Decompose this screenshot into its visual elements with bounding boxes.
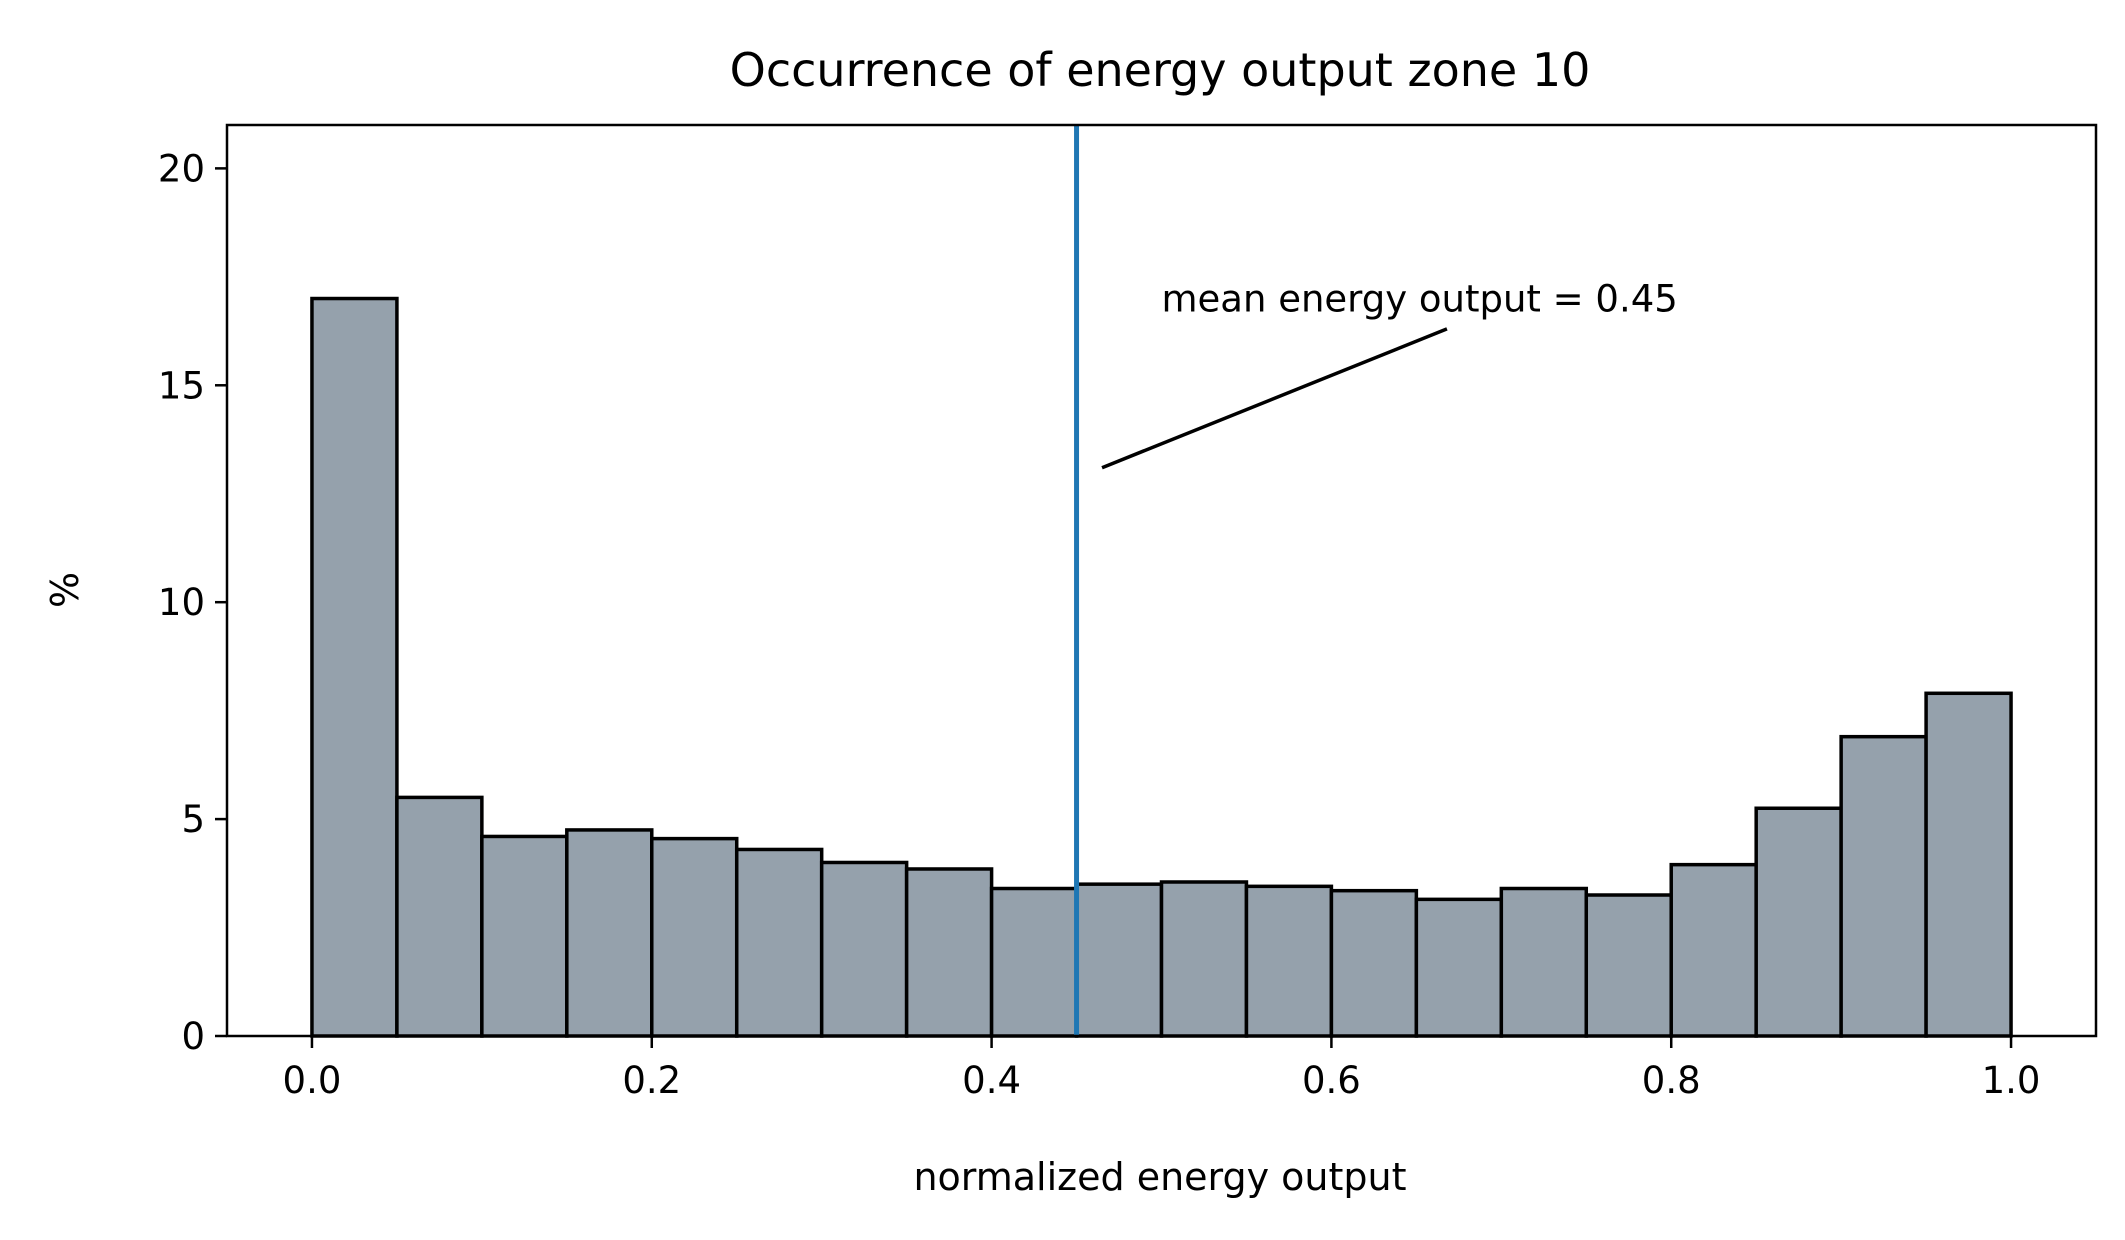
histogram-bar-7	[904, 867, 994, 1038]
histogram-bar-8	[989, 886, 1079, 1038]
histogram-bar-1	[395, 795, 484, 1038]
x-tick-label: 1.0	[1982, 1059, 2041, 1102]
histogram-bar-10	[1159, 880, 1249, 1038]
y-tick-label: 5	[181, 798, 205, 841]
histogram-bar-5	[734, 847, 824, 1038]
histogram-bar-13	[1414, 897, 1504, 1038]
y-tick-label: 15	[158, 364, 205, 407]
x-axis-label: normalized energy output	[913, 1155, 1406, 1199]
histogram-bar-14	[1499, 886, 1589, 1038]
histogram-bars	[310, 296, 2013, 1038]
y-tick-label: 20	[158, 147, 205, 190]
x-tick-label: 0.4	[962, 1059, 1021, 1102]
x-tick-label: 0.0	[283, 1059, 342, 1102]
histogram-bar-2	[480, 834, 569, 1038]
x-tick-label: 0.8	[1642, 1059, 1701, 1102]
histogram-bar-18	[1839, 734, 1928, 1038]
histogram-bar-15	[1584, 893, 1673, 1038]
annotation-arrow	[1101, 327, 1448, 470]
x-tick-label: 0.2	[622, 1059, 681, 1102]
x-axis-ticks: 0.0 0.2 0.4 0.6 0.8 1.0	[283, 1036, 2041, 1102]
mean-annotation: mean energy output = 0.45	[1162, 278, 1678, 321]
y-tick-label: 10	[158, 581, 205, 624]
histogram-bar-11	[1244, 884, 1334, 1038]
y-axis-label: %	[43, 572, 87, 608]
plot-frame	[225, 123, 2098, 1038]
histogram-bar-0	[310, 296, 399, 1038]
histogram-bar-4	[650, 836, 739, 1038]
y-axis-ticks: 0 5 10 15 20	[158, 147, 227, 1058]
histogram-bar-19	[1924, 691, 2013, 1038]
histogram-bar-9	[1074, 882, 1164, 1038]
histogram-bar-17	[1754, 806, 1843, 1038]
histogram-bar-6	[819, 860, 909, 1038]
chart-title: Occurrence of energy output zone 10	[730, 43, 1591, 97]
histogram-bar-3	[565, 828, 654, 1038]
histogram-bar-16	[1669, 862, 1758, 1038]
histogram-bar-12	[1329, 888, 1419, 1038]
x-tick-label: 0.6	[1302, 1059, 1361, 1102]
y-tick-label: 0	[181, 1015, 205, 1058]
